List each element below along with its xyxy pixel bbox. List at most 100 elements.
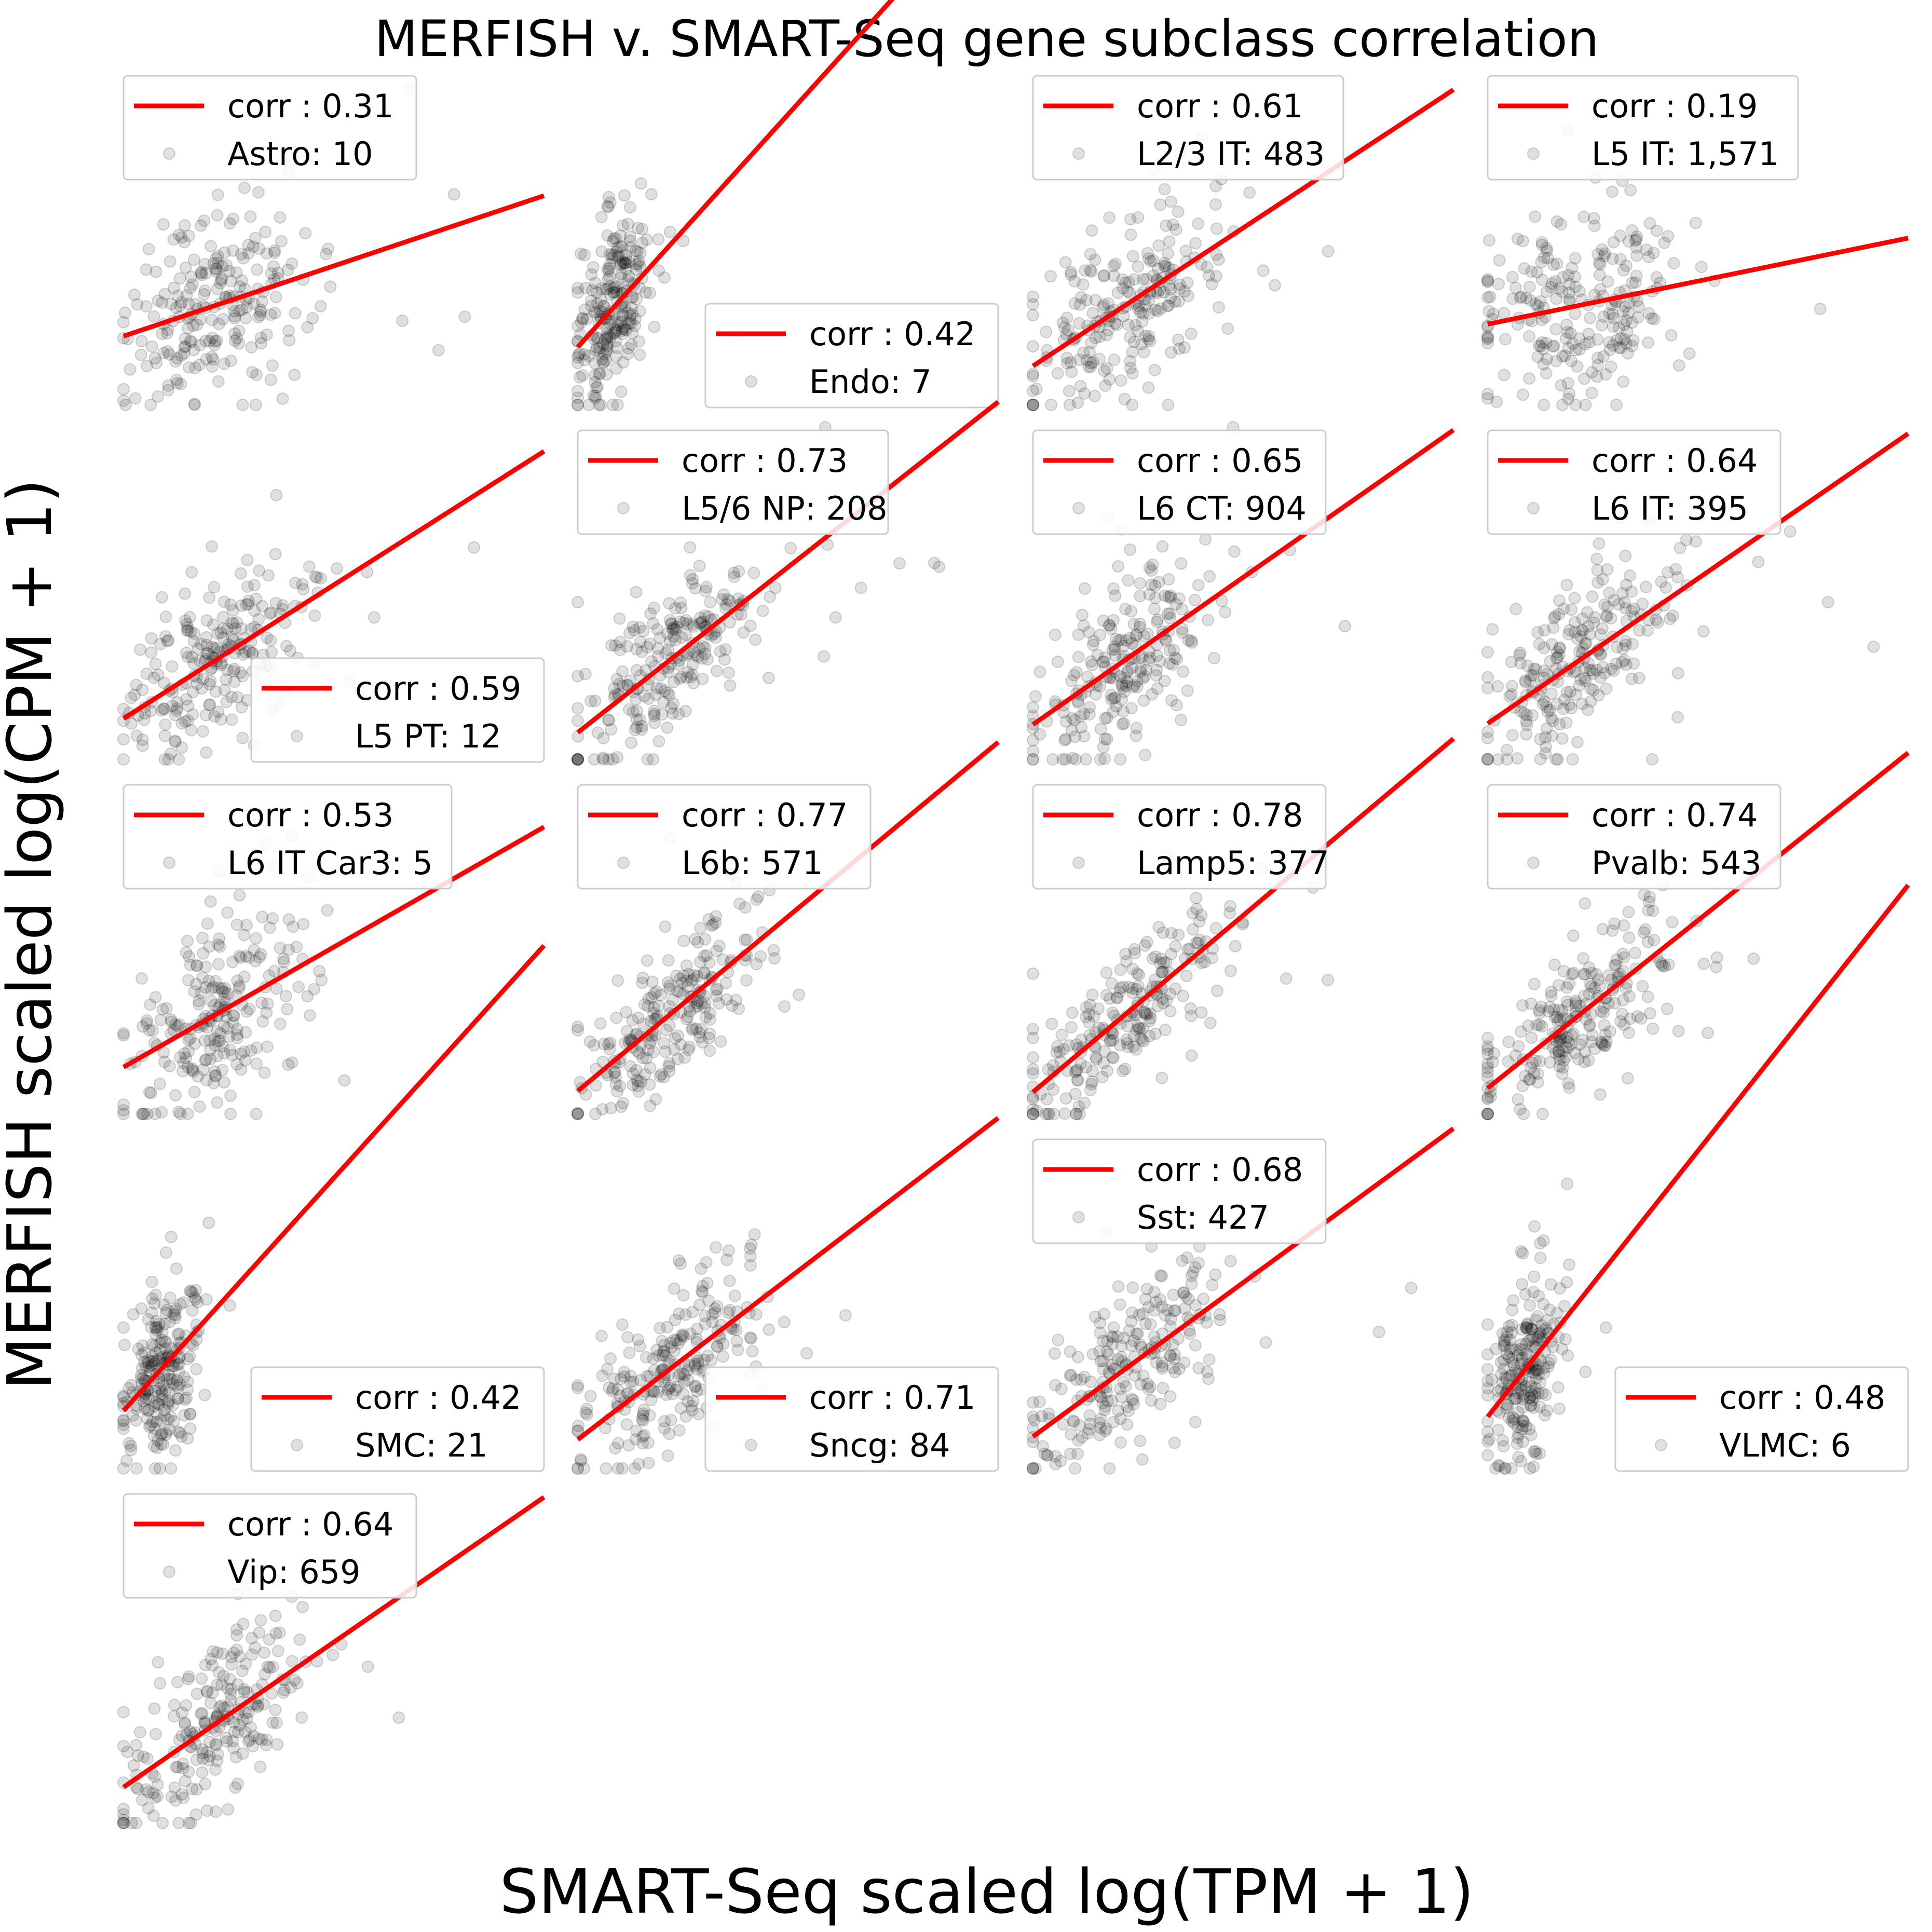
scatter-point bbox=[1171, 652, 1183, 665]
legend-marker-swatch bbox=[163, 856, 175, 869]
scatter-point bbox=[623, 230, 636, 243]
legend-subclass-label: Astro: 10 bbox=[227, 135, 373, 173]
scatter-point bbox=[1172, 206, 1185, 218]
scatter-point bbox=[1132, 303, 1145, 316]
scatter-point bbox=[778, 1316, 791, 1329]
scatter-point bbox=[211, 256, 224, 269]
scatter-point bbox=[140, 1017, 153, 1030]
scatter-point bbox=[624, 1060, 637, 1073]
scatter-point bbox=[611, 241, 624, 254]
scatter-point bbox=[1627, 657, 1640, 670]
scatter-point bbox=[1128, 1369, 1141, 1382]
scatter-point bbox=[1564, 685, 1577, 698]
scatter-point bbox=[248, 944, 261, 957]
scatter-point bbox=[1027, 1462, 1039, 1475]
scatter-point bbox=[1536, 1108, 1549, 1120]
scatter-point bbox=[1528, 1386, 1541, 1399]
scatter-point bbox=[1553, 1402, 1566, 1415]
scatter-point bbox=[135, 335, 148, 348]
scatter-point bbox=[1224, 1255, 1237, 1268]
scatter-point bbox=[1151, 682, 1164, 695]
scatter-point bbox=[1614, 253, 1627, 266]
scatter-point bbox=[1049, 629, 1062, 641]
scatter-point bbox=[196, 1743, 209, 1756]
scatter-point bbox=[236, 399, 249, 411]
scatter-point bbox=[604, 1352, 617, 1365]
scatter-point bbox=[1065, 674, 1078, 687]
scatter-point bbox=[1640, 243, 1653, 256]
scatter-point bbox=[1059, 732, 1072, 745]
scatter-point bbox=[211, 627, 224, 640]
scatter-point bbox=[1645, 312, 1658, 325]
scatter-point bbox=[611, 319, 624, 332]
scatter-point bbox=[1198, 956, 1211, 969]
scatter-point bbox=[235, 274, 248, 287]
scatter-point bbox=[614, 1390, 627, 1403]
scatter-point bbox=[1551, 1307, 1563, 1319]
scatter-point bbox=[1626, 224, 1639, 237]
scatter-point bbox=[1210, 270, 1223, 283]
scatter-point bbox=[117, 1321, 130, 1334]
scatter-point bbox=[1623, 569, 1636, 582]
scatter-point bbox=[163, 1394, 175, 1407]
scatter-point bbox=[1080, 294, 1093, 307]
scatter-point bbox=[163, 348, 176, 361]
scatter-point bbox=[1083, 701, 1096, 714]
scatter-point bbox=[618, 323, 631, 336]
scatter-point bbox=[1052, 1334, 1065, 1346]
scatter-point bbox=[1189, 1339, 1202, 1352]
scatter-point bbox=[1606, 185, 1619, 198]
scatter-point bbox=[1515, 290, 1528, 303]
scatter-point bbox=[618, 320, 630, 333]
scatter-point bbox=[264, 634, 277, 647]
scatter-point bbox=[234, 567, 247, 580]
scatter-point bbox=[590, 381, 603, 394]
scatter-point bbox=[1561, 377, 1574, 390]
scatter-point bbox=[228, 312, 241, 325]
scatter-point bbox=[210, 262, 223, 275]
scatter-point bbox=[1151, 613, 1164, 626]
scatter-point bbox=[1537, 358, 1550, 371]
scatter-point bbox=[699, 1011, 712, 1024]
scatter-point bbox=[572, 282, 584, 294]
scatter-point bbox=[594, 399, 607, 411]
scatter-point bbox=[1617, 375, 1630, 388]
scatter-point bbox=[1060, 311, 1073, 324]
scatter-point bbox=[1527, 1460, 1540, 1473]
scatter-point bbox=[608, 322, 621, 335]
scatter-point bbox=[589, 389, 602, 402]
scatter-point bbox=[175, 231, 188, 244]
scatter-point bbox=[206, 350, 219, 363]
scatter-point bbox=[1534, 733, 1547, 745]
scatter-point bbox=[331, 562, 343, 575]
scatter-point bbox=[1028, 1414, 1041, 1426]
scatter-point bbox=[1489, 1462, 1502, 1475]
scatter-point bbox=[1116, 273, 1129, 286]
scatter-point bbox=[1093, 330, 1106, 343]
scatter-point bbox=[296, 578, 309, 591]
scatter-point bbox=[198, 257, 211, 270]
scatter-point bbox=[1481, 753, 1494, 766]
scatter-point bbox=[211, 1096, 224, 1109]
scatter-point bbox=[1622, 347, 1634, 360]
scatter-point bbox=[216, 622, 229, 635]
scatter-point bbox=[338, 1074, 351, 1087]
scatter-point bbox=[590, 341, 603, 354]
scatter-point bbox=[1177, 1287, 1190, 1299]
scatter-point bbox=[572, 351, 584, 364]
scatter-point bbox=[1534, 339, 1547, 352]
scatter-point bbox=[721, 593, 734, 606]
scatter-point bbox=[589, 391, 602, 404]
scatter-point bbox=[622, 270, 635, 282]
scatter-point bbox=[1621, 1072, 1634, 1085]
scatter-point bbox=[1187, 923, 1200, 936]
scatter-point bbox=[1579, 968, 1591, 981]
scatter-point bbox=[208, 338, 221, 351]
scatter-point bbox=[308, 609, 321, 622]
scatter-point bbox=[1209, 198, 1222, 211]
scatter-point bbox=[209, 335, 222, 348]
scatter-point bbox=[255, 295, 268, 308]
scatter-point bbox=[197, 672, 210, 685]
